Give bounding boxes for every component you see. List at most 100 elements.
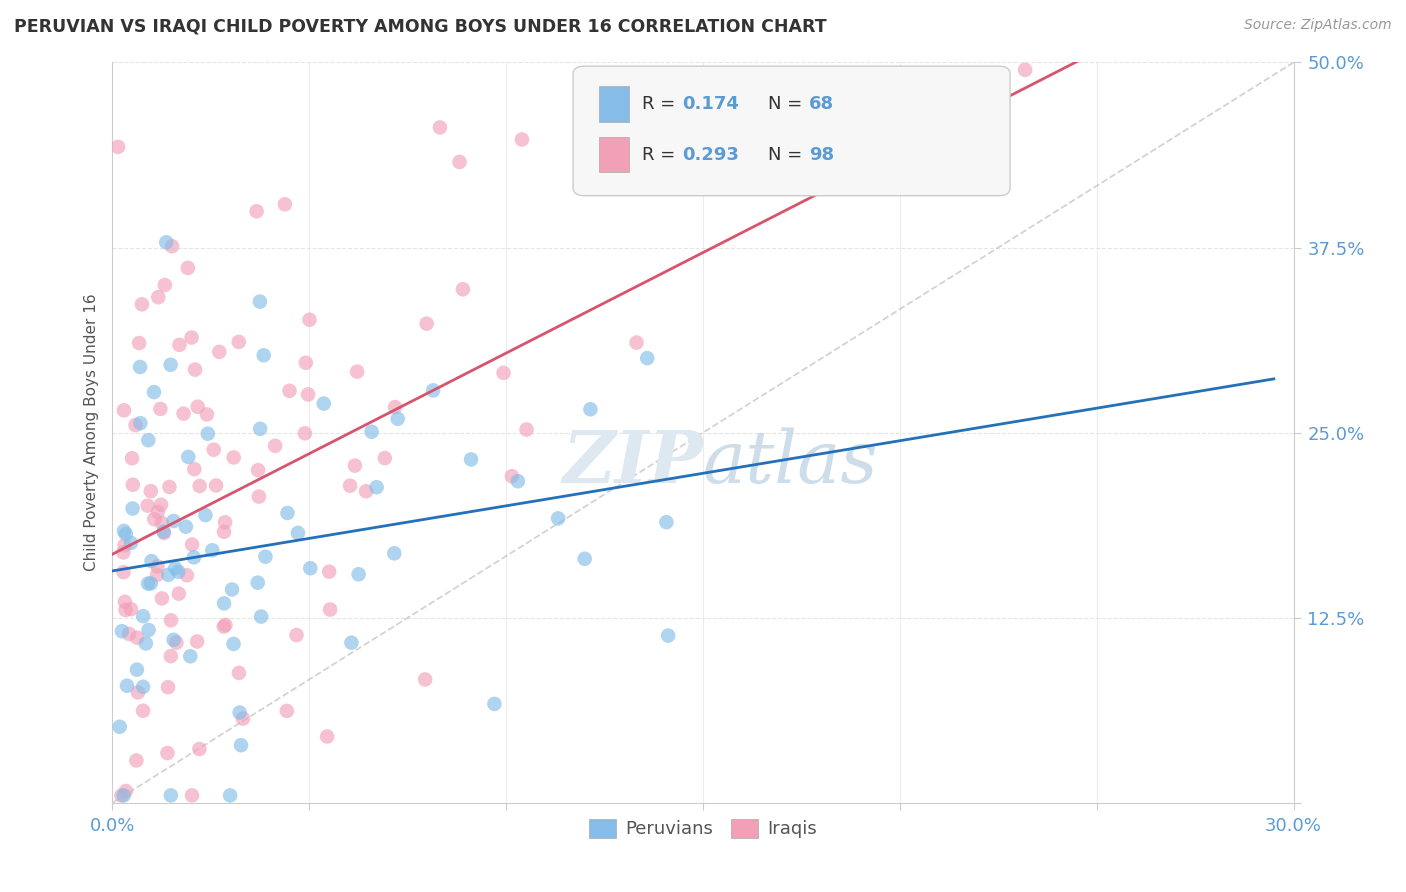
Point <box>112 789 135 803</box>
Point <box>120 602 142 616</box>
Point <box>159 480 181 494</box>
Point <box>160 613 183 627</box>
Point <box>114 603 136 617</box>
Text: 98: 98 <box>810 145 834 164</box>
Point <box>108 720 131 734</box>
Point <box>143 385 166 400</box>
Point <box>135 636 157 650</box>
Point <box>162 632 184 647</box>
Point <box>415 317 437 331</box>
Point <box>501 469 523 483</box>
Point <box>187 400 209 414</box>
Point <box>150 498 173 512</box>
Point <box>195 408 218 422</box>
Point <box>188 742 211 756</box>
Point <box>228 665 250 680</box>
Text: ZIP: ZIP <box>562 426 703 498</box>
Point <box>181 537 204 551</box>
Point <box>298 312 321 326</box>
Point <box>655 515 678 529</box>
Point <box>312 396 335 410</box>
Point <box>183 550 205 565</box>
Point <box>449 155 471 169</box>
Point <box>120 536 142 550</box>
Text: 68: 68 <box>810 95 834 113</box>
Point <box>149 401 172 416</box>
Point <box>136 576 159 591</box>
Point <box>153 526 176 541</box>
Point <box>657 629 679 643</box>
Text: Source: ZipAtlas.com: Source: ZipAtlas.com <box>1244 18 1392 32</box>
Text: R =: R = <box>641 145 681 164</box>
Point <box>253 348 276 362</box>
Point <box>148 290 170 304</box>
Point <box>212 619 235 633</box>
Point <box>181 789 204 803</box>
Point <box>115 527 138 541</box>
Point <box>159 649 181 664</box>
Text: 0.174: 0.174 <box>682 95 738 113</box>
Text: N =: N = <box>768 95 808 113</box>
Point <box>131 297 153 311</box>
Point <box>287 525 309 540</box>
Point <box>177 450 200 464</box>
Point <box>121 451 143 466</box>
Point <box>136 499 159 513</box>
Point <box>214 618 236 632</box>
Point <box>166 635 188 649</box>
Point <box>294 426 316 441</box>
Point <box>276 506 298 520</box>
Point <box>492 366 515 380</box>
Point <box>107 140 129 154</box>
Point <box>183 462 205 476</box>
Point <box>274 197 297 211</box>
Point <box>153 278 176 293</box>
Point <box>127 685 149 699</box>
Point <box>159 358 181 372</box>
Point <box>112 565 135 579</box>
Point <box>115 679 138 693</box>
Point <box>121 501 143 516</box>
Point <box>110 789 132 803</box>
Point <box>247 490 270 504</box>
Point <box>250 609 273 624</box>
Point <box>222 450 245 465</box>
Point <box>285 628 308 642</box>
Point <box>205 478 228 492</box>
Point <box>249 294 271 309</box>
Point <box>160 239 183 253</box>
Point <box>146 505 169 519</box>
Point <box>246 575 269 590</box>
Point <box>112 524 135 538</box>
Point <box>146 559 169 574</box>
Point <box>232 712 254 726</box>
Point <box>179 649 201 664</box>
Point <box>136 434 159 448</box>
Point <box>114 538 136 552</box>
Point <box>340 635 363 649</box>
Point <box>129 416 152 430</box>
Point <box>229 738 252 752</box>
Point <box>422 384 444 398</box>
Point <box>132 680 155 694</box>
Point <box>360 425 382 439</box>
Point <box>139 576 162 591</box>
Point <box>1014 62 1036 77</box>
Point <box>346 365 368 379</box>
Point <box>201 543 224 558</box>
FancyBboxPatch shape <box>574 66 1010 195</box>
Point <box>626 335 648 350</box>
Point <box>173 407 195 421</box>
Text: R =: R = <box>641 95 681 113</box>
Point <box>429 120 451 135</box>
Point <box>228 334 250 349</box>
Point <box>347 567 370 582</box>
Point <box>112 403 135 417</box>
Point <box>176 568 198 582</box>
Point <box>202 442 225 457</box>
Point <box>413 673 436 687</box>
Point <box>169 338 191 352</box>
Point <box>141 554 163 568</box>
Point <box>125 663 148 677</box>
Point <box>174 519 197 533</box>
